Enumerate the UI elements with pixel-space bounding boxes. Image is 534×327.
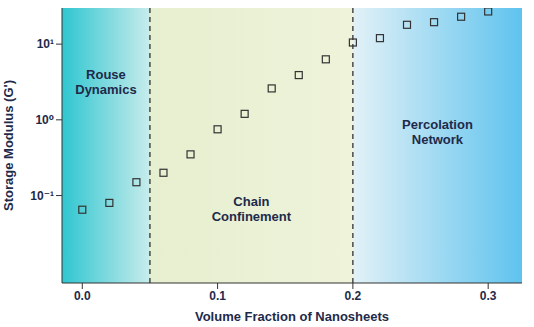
svg-text:0.3: 0.3 xyxy=(480,289,497,303)
svg-text:0.1: 0.1 xyxy=(209,289,226,303)
svg-text:PercolationNetwork: PercolationNetwork xyxy=(402,117,473,147)
svg-text:10¹: 10¹ xyxy=(37,37,54,51)
svg-text:Storage Modulus (G'): Storage Modulus (G') xyxy=(1,80,16,211)
svg-text:ChainConfinement: ChainConfinement xyxy=(212,194,292,224)
svg-text:10⁰: 10⁰ xyxy=(35,113,54,127)
svg-text:Volume Fraction of Nanosheets: Volume Fraction of Nanosheets xyxy=(195,309,389,324)
svg-text:10⁻¹: 10⁻¹ xyxy=(30,189,54,203)
svg-text:RouseDynamics: RouseDynamics xyxy=(75,67,136,97)
svg-text:0.2: 0.2 xyxy=(345,289,362,303)
svg-text:0.0: 0.0 xyxy=(74,289,91,303)
